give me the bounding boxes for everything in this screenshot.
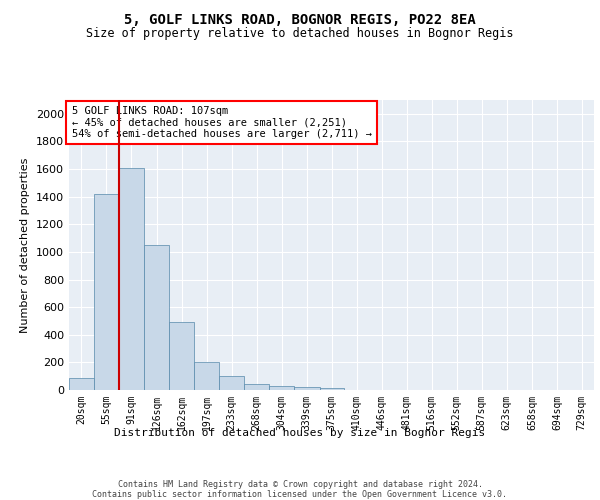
Bar: [320, 388, 344, 390]
Bar: [119, 168, 144, 390]
Text: Contains HM Land Registry data © Crown copyright and database right 2024.
Contai: Contains HM Land Registry data © Crown c…: [92, 480, 508, 500]
Bar: [294, 387, 320, 390]
Bar: [69, 378, 94, 390]
Bar: [194, 362, 220, 390]
Text: 5 GOLF LINKS ROAD: 107sqm
← 45% of detached houses are smaller (2,251)
54% of se: 5 GOLF LINKS ROAD: 107sqm ← 45% of detac…: [71, 106, 371, 139]
Bar: [244, 384, 269, 390]
Bar: [220, 376, 244, 390]
Bar: [269, 386, 294, 390]
Y-axis label: Number of detached properties: Number of detached properties: [20, 158, 31, 332]
Bar: [169, 322, 194, 390]
Text: Distribution of detached houses by size in Bognor Regis: Distribution of detached houses by size …: [115, 428, 485, 438]
Text: Size of property relative to detached houses in Bognor Regis: Size of property relative to detached ho…: [86, 28, 514, 40]
Text: 5, GOLF LINKS ROAD, BOGNOR REGIS, PO22 8EA: 5, GOLF LINKS ROAD, BOGNOR REGIS, PO22 8…: [124, 12, 476, 26]
Bar: [144, 245, 169, 390]
Bar: [94, 194, 119, 390]
